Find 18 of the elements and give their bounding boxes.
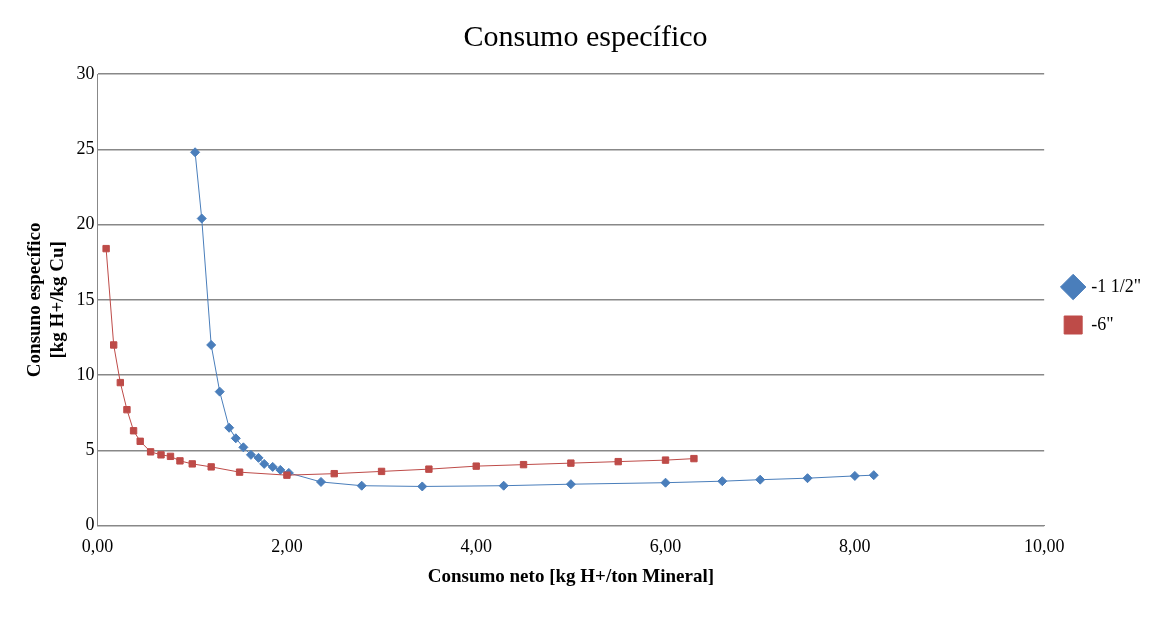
- y-tick-label: 30: [76, 62, 95, 83]
- chart-title: Consumo específico: [463, 18, 708, 52]
- y-tick-label: 5: [85, 439, 95, 460]
- x-tick-label: 2,00: [271, 536, 303, 557]
- x-tick-label: 6,00: [649, 536, 682, 557]
- y-tick-label: 0: [85, 514, 95, 535]
- x-axis-title: Consumo neto [kg H+/ton Mineral]: [427, 564, 715, 586]
- x-tick-label: 4,00: [460, 536, 492, 557]
- legend-label: -6": [1091, 313, 1114, 334]
- legend-label: -1 1/2": [1091, 275, 1141, 296]
- x-tick-label: 10,00: [1023, 536, 1065, 557]
- y-axis-title: Consuno específico [kg H+/kg Cu]: [23, 222, 68, 378]
- x-tick-label: 0,00: [81, 536, 114, 557]
- y-tick-label: 10: [76, 363, 95, 384]
- x-tick-label: 8,00: [839, 536, 871, 557]
- y-tick-label: 25: [76, 138, 95, 158]
- y-tick-label: 15: [76, 288, 95, 309]
- y-tick-label: 20: [76, 213, 95, 234]
